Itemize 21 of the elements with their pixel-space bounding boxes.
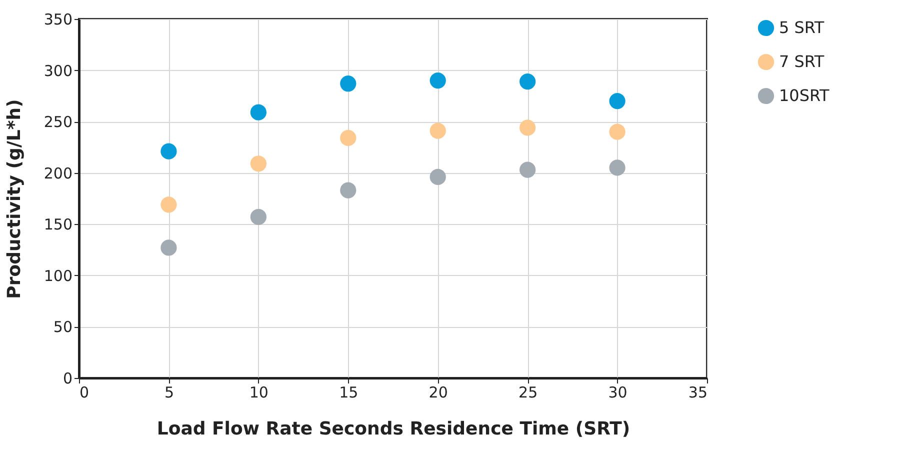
legend-label: 5 SRT: [779, 18, 824, 37]
y-tick-label: 250: [44, 113, 72, 132]
x-tick-label: 0: [80, 384, 90, 402]
x-tick-label: 20: [428, 384, 448, 402]
x-tick-label: 30: [608, 384, 628, 402]
y-tick-label: 50: [53, 318, 72, 336]
y-tick-label: 350: [44, 10, 72, 28]
y-tick-label: 200: [44, 164, 72, 182]
x-tick-label: 15: [339, 384, 358, 402]
y-tick-label: 150: [44, 216, 72, 234]
y-tick-label: 300: [44, 62, 72, 80]
x-tick-label: 5: [164, 384, 174, 402]
y-tick-label: 0: [62, 370, 72, 388]
y-tick-label: 100: [44, 266, 72, 285]
x-axis-title: Load Flow Rate Seconds Residence Time (SRT): [156, 418, 630, 440]
legend-label: 7 SRT: [779, 52, 824, 71]
y-axis-title: Productivity (g/L*h): [4, 99, 25, 299]
x-tick-label: 35: [688, 384, 708, 402]
x-tick-label: 25: [518, 384, 538, 402]
legend-label: 10SRT: [779, 86, 830, 105]
x-tick-label: 10: [249, 384, 268, 402]
